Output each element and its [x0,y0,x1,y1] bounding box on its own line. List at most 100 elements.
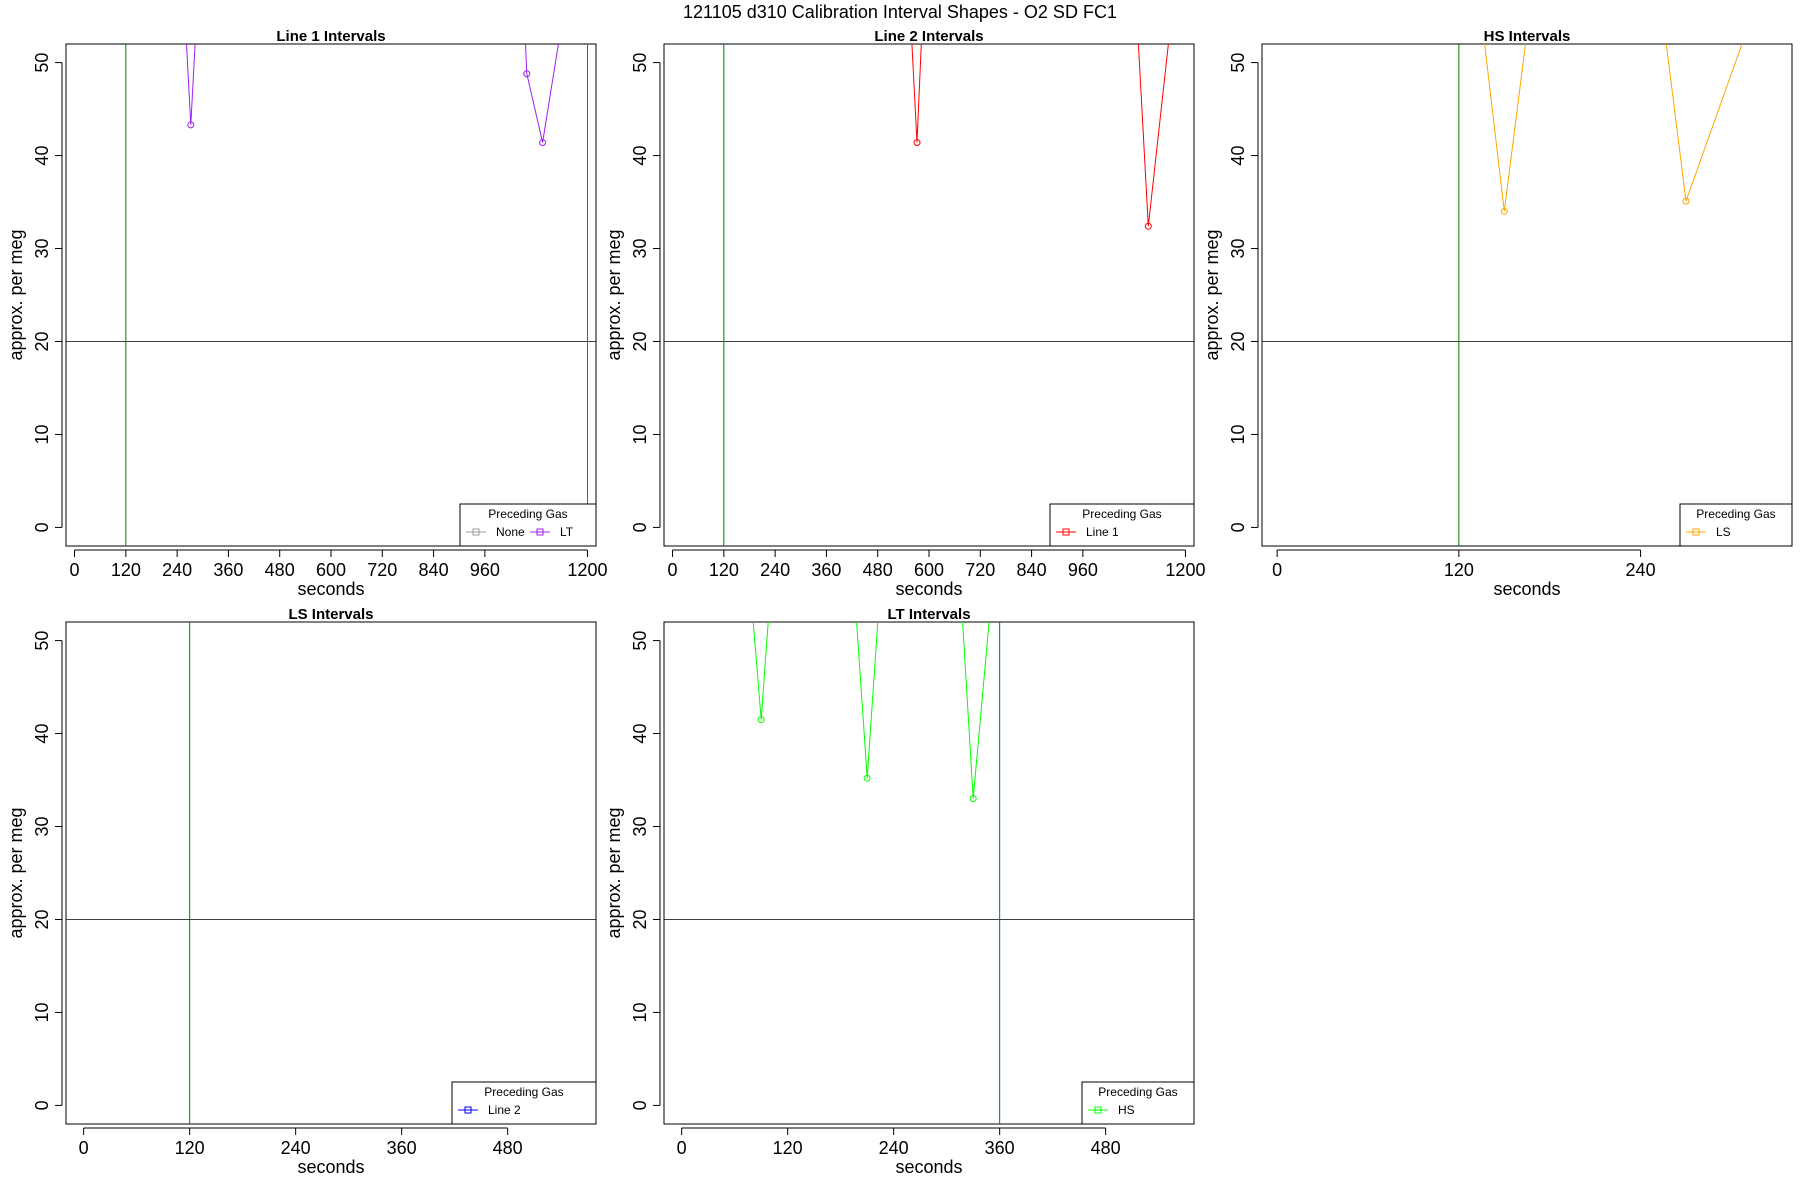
x-axis-label: seconds [297,579,364,599]
legend-entry-label: None [496,525,525,539]
data-point [187,121,195,129]
series-line-segment [856,622,879,779]
y-axis-label: approx. per meg [604,229,624,360]
x-tick-label: 240 [879,1138,909,1158]
x-tick-label: 120 [773,1138,803,1158]
data-point [1500,207,1508,215]
legend-swatch-marker [536,528,544,536]
y-tick-label: 0 [32,1100,52,1110]
legend-entry-label: LT [560,525,574,539]
y-tick-label: 50 [1228,53,1248,73]
series-line-segment [1665,44,1743,202]
panel-1: 0 120 240 360 480 600 720 840 960 1200 0 10 20 30 40 50… [6,28,607,599]
y-tick-label: 20 [32,331,52,351]
legend-entry-label: LS [1716,525,1731,539]
y-tick-label: 20 [630,331,650,351]
panel-3: 0 120 240 0 10 20 30 40 50 HS Intervals seconds app… [1202,28,1793,599]
x-tick-label: 600 [914,560,944,580]
x-tick-label: 0 [70,560,80,580]
x-tick-label: 360 [387,1138,417,1158]
x-tick-label: 120 [1444,560,1474,580]
y-axis-label: approx. per meg [6,807,26,938]
series-group [186,44,588,514]
x-axis-label: seconds [1493,579,1560,599]
panels: 0 120 240 360 480 600 720 840 960 120001020304050… [6,28,1793,1177]
series-group [911,44,1169,230]
x-tick-label: 960 [470,560,500,580]
y-tick-label: 20 [32,909,52,929]
y-tick-label: 30 [630,817,650,837]
x-tick-label: 480 [265,560,295,580]
x-tick-label: 120 [709,560,739,580]
x-tick-label: 960 [1068,560,1098,580]
y-tick-label: 40 [1228,146,1248,166]
y-tick-label: 0 [32,522,52,532]
legend-swatch-marker [1692,528,1700,536]
x-tick-label: 0 [668,560,678,580]
legend-title: Preceding Gas [484,1085,563,1099]
plot-frame [1261,43,1793,547]
x-tick-label: 480 [1091,1138,1121,1158]
figure-title: 121105 d310 Calibration Interval Shapes … [683,2,1117,22]
legend-box [451,1081,597,1125]
legend-entry-label: HS [1118,1103,1135,1117]
legend: Preceding Gas HS [1081,1081,1195,1125]
legend-swatch-marker [472,528,480,536]
panel-5: 0 120 240 360 480 0 10 20 30 40 50 LT Intervals seco… [604,606,1195,1177]
x-tick-label: 1200 [1165,560,1205,580]
panel-2: 0 120 240 360 480 600 720 840 960 1200 0 10 20 30 40 50… [604,28,1205,599]
legend-swatch-marker [1062,528,1070,536]
x-tick-label: 360 [811,560,841,580]
series-line-segment [1137,44,1169,227]
y-tick-label: 0 [1228,522,1248,532]
legend-entry-label: Line 2 [488,1103,521,1117]
legend-title: Preceding Gas [488,507,567,521]
y-tick-label: 10 [1228,424,1248,444]
series-line-segment [525,44,559,143]
x-tick-label: 840 [1017,560,1047,580]
y-tick-label: 40 [630,146,650,166]
y-tick-label: 40 [32,146,52,166]
data-point [863,774,871,782]
data-point [969,795,977,803]
x-tick-label: 1200 [567,560,607,580]
x-tick-label: 480 [493,1138,523,1158]
x-axis-label: seconds [297,1157,364,1177]
y-tick-label: 50 [630,631,650,651]
legend-entry-label: Line 1 [1086,525,1119,539]
x-tick-label: 480 [863,560,893,580]
x-tick-label: 240 [281,1138,311,1158]
x-tick-label: 840 [419,560,449,580]
y-tick-label: 0 [630,1100,650,1110]
x-tick-label: 0 [79,1138,89,1158]
legend-box [1049,503,1195,547]
legend-title: Preceding Gas [1082,507,1161,521]
y-tick-label: 0 [630,522,650,532]
legend: Preceding Gas Line 1 [1049,503,1195,547]
x-tick-label: 0 [677,1138,687,1158]
y-tick-label: 50 [32,53,52,73]
data-point [539,139,547,147]
y-tick-label: 30 [32,817,52,837]
data-point [1682,197,1690,205]
data-point [757,716,765,724]
y-tick-label: 10 [630,424,650,444]
data-point [913,139,921,147]
x-tick-label: 240 [1626,560,1656,580]
plot-frame [663,43,1195,547]
series-line-segment [186,44,196,125]
legend-box [1679,503,1793,547]
y-tick-label: 40 [32,724,52,744]
series-line-segment [1484,44,1526,212]
legend: Preceding Gas LS [1679,503,1793,547]
y-tick-label: 50 [630,53,650,73]
legend: Preceding Gas Line 2 [451,1081,597,1125]
plot-frame [65,621,597,1125]
y-tick-label: 50 [32,631,52,651]
panel-title: HS Intervals [1484,28,1571,45]
panel-title: LS Intervals [288,606,373,623]
x-tick-label: 0 [1272,560,1282,580]
x-tick-label: 120 [111,560,141,580]
x-tick-label: 120 [175,1138,205,1158]
